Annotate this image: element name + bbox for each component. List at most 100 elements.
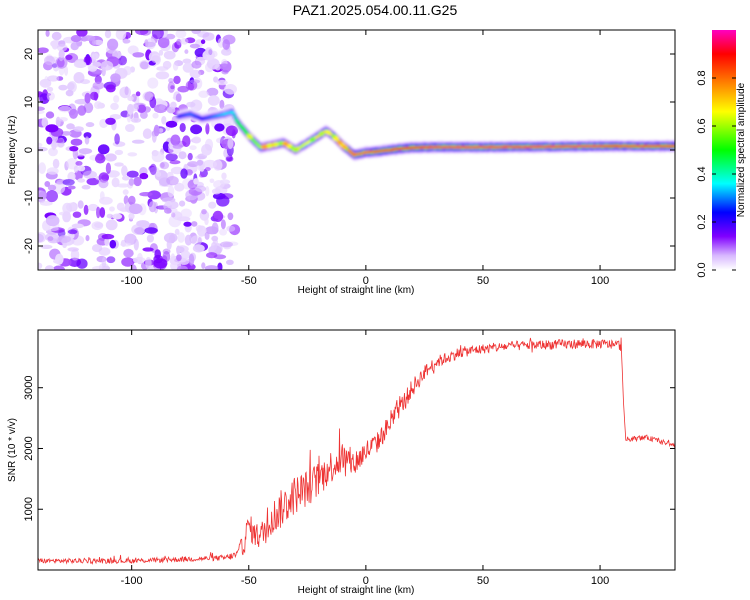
x-tick-label: -100 bbox=[121, 275, 143, 287]
noise-blob bbox=[178, 151, 187, 160]
noise-blob bbox=[198, 90, 209, 98]
noise-blob bbox=[214, 123, 225, 132]
noise-blob bbox=[208, 201, 217, 209]
noise-blob bbox=[144, 227, 158, 234]
noise-blob bbox=[205, 122, 210, 135]
noise-blob bbox=[60, 131, 72, 136]
noise-blob bbox=[47, 226, 59, 232]
noise-blob bbox=[171, 212, 176, 218]
noise-blob bbox=[92, 265, 106, 270]
noise-blob bbox=[64, 65, 69, 76]
noise-blob bbox=[133, 238, 139, 251]
noise-blob bbox=[227, 212, 234, 221]
noise-blob bbox=[204, 265, 219, 270]
noise-blob bbox=[197, 225, 207, 237]
noise-blob bbox=[191, 221, 198, 227]
noise-blob bbox=[221, 172, 227, 180]
noise-blob bbox=[116, 183, 130, 188]
noise-blob bbox=[142, 128, 152, 139]
noise-blob bbox=[151, 30, 164, 39]
noise-blob bbox=[134, 227, 145, 235]
noise-blob bbox=[124, 233, 137, 245]
noise-blob bbox=[44, 55, 55, 66]
noise-blob bbox=[57, 235, 72, 243]
noise-blob bbox=[106, 256, 116, 264]
noise-blob bbox=[211, 222, 219, 235]
noise-blob bbox=[132, 52, 145, 58]
noise-blob bbox=[201, 262, 206, 269]
noise-blob bbox=[175, 30, 187, 39]
noise-blob bbox=[165, 153, 178, 162]
noise-blob bbox=[71, 223, 84, 229]
spectrogram-ridge-layer bbox=[176, 105, 675, 161]
noise-blob bbox=[177, 232, 185, 243]
noise-blob bbox=[219, 63, 229, 70]
noise-blob bbox=[52, 265, 65, 270]
noise-blob bbox=[172, 62, 179, 71]
noise-blob bbox=[85, 122, 95, 128]
noise-blob bbox=[204, 231, 210, 240]
noise-blob bbox=[177, 85, 189, 93]
noise-blob bbox=[146, 234, 154, 243]
noise-blob bbox=[152, 112, 159, 119]
ridge-blob bbox=[325, 129, 332, 135]
noise-blob bbox=[165, 120, 178, 128]
noise-blob bbox=[100, 60, 114, 71]
noise-blob bbox=[164, 33, 176, 40]
noise-blob bbox=[55, 253, 64, 265]
noise-blob bbox=[81, 35, 96, 41]
spectrogram-y-label: Frequency (Hz) bbox=[7, 116, 18, 185]
noise-blob bbox=[46, 167, 59, 175]
noise-blob bbox=[124, 124, 135, 132]
noise-blob bbox=[158, 128, 164, 133]
noise-blob bbox=[106, 213, 114, 219]
noise-blob bbox=[219, 99, 225, 110]
noise-blob bbox=[101, 257, 107, 269]
noise-blob bbox=[114, 133, 120, 145]
noise-blob bbox=[153, 258, 168, 269]
noise-blob bbox=[176, 254, 182, 262]
y-tick-label: 2000 bbox=[23, 436, 35, 460]
noise-blob bbox=[186, 101, 196, 108]
noise-blob bbox=[111, 177, 120, 188]
noise-blob bbox=[110, 102, 119, 110]
noise-blob bbox=[38, 162, 46, 174]
noise-blob bbox=[191, 30, 201, 35]
noise-blob bbox=[142, 247, 154, 252]
y-tick-label: 1000 bbox=[23, 497, 35, 521]
x-tick-label: 0 bbox=[363, 275, 369, 287]
noise-blob bbox=[70, 138, 83, 146]
colorbar-label: Normalized spectral amplitude bbox=[736, 82, 747, 217]
noise-blob bbox=[70, 42, 79, 51]
noise-blob bbox=[56, 43, 68, 52]
noise-blob bbox=[73, 60, 87, 68]
ridge-blob bbox=[292, 147, 299, 153]
noise-blob bbox=[189, 145, 197, 151]
noise-blob bbox=[140, 61, 149, 70]
noise-blob bbox=[122, 39, 131, 44]
noise-blob bbox=[41, 117, 49, 128]
noise-blob bbox=[148, 201, 157, 213]
noise-blob bbox=[225, 125, 238, 137]
noise-blob bbox=[158, 49, 164, 56]
noise-blob bbox=[58, 117, 68, 122]
noise-blob bbox=[163, 50, 176, 60]
snr-ticks: -100 -50 0 50 100 1000 2000 3000 bbox=[23, 330, 675, 587]
noise-blob bbox=[92, 61, 102, 67]
noise-blob bbox=[170, 101, 177, 110]
noise-blob bbox=[149, 163, 157, 176]
noise-blob bbox=[192, 244, 205, 253]
noise-blob bbox=[84, 92, 91, 104]
noise-blob bbox=[48, 147, 58, 157]
noise-blob bbox=[144, 39, 149, 48]
noise-blob bbox=[110, 73, 121, 83]
noise-blob bbox=[83, 132, 92, 139]
noise-blob bbox=[128, 212, 135, 220]
noise-blob bbox=[89, 91, 99, 101]
noise-blob bbox=[167, 81, 176, 93]
x-tick-label: 100 bbox=[591, 575, 609, 587]
noise-blob bbox=[184, 234, 193, 246]
colorbar-tick-label: 0.2 bbox=[696, 214, 708, 229]
